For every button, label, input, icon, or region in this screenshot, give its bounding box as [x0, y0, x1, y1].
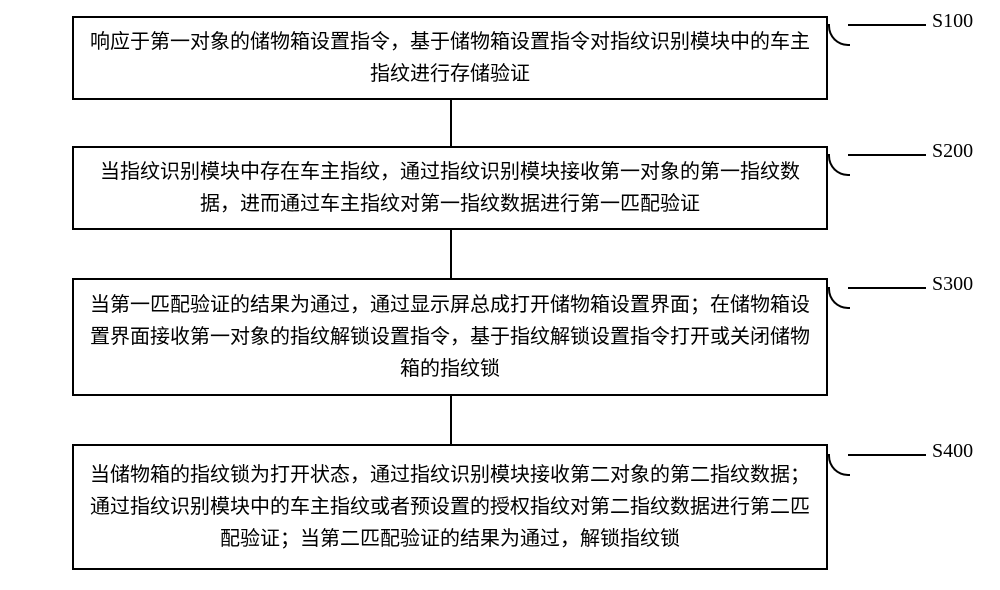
lead-curve-s400 [828, 454, 850, 476]
connector-s300-s400 [450, 396, 452, 444]
step-label-s400: S400 [932, 440, 973, 463]
step-text: 响应于第一对象的储物箱设置指令，基于储物箱设置指令对指纹识别模块中的车主指纹进行… [90, 26, 810, 90]
step-box-s200: 当指纹识别模块中存在车主指纹，通过指纹识别模块接收第一对象的第一指纹数据，进而通… [72, 146, 828, 230]
step-box-s400: 当储物箱的指纹锁为打开状态，通过指纹识别模块接收第二对象的第二指纹数据；通过指纹… [72, 444, 828, 570]
step-label-s300: S300 [932, 273, 973, 296]
flowchart-canvas: 响应于第一对象的储物箱设置指令，基于储物箱设置指令对指纹识别模块中的车主指纹进行… [0, 0, 1000, 590]
label-text: S100 [932, 10, 973, 32]
lead-curve-s300 [828, 287, 850, 309]
lead-hline-s100 [848, 24, 926, 26]
step-text: 当储物箱的指纹锁为打开状态，通过指纹识别模块接收第二对象的第二指纹数据；通过指纹… [90, 459, 810, 555]
step-label-s200: S200 [932, 140, 973, 163]
step-box-s300: 当第一匹配验证的结果为通过，通过显示屏总成打开储物箱设置界面；在储物箱设置界面接… [72, 278, 828, 396]
connector-s200-s300 [450, 230, 452, 278]
step-text: 当第一匹配验证的结果为通过，通过显示屏总成打开储物箱设置界面；在储物箱设置界面接… [90, 289, 810, 385]
step-box-s100: 响应于第一对象的储物箱设置指令，基于储物箱设置指令对指纹识别模块中的车主指纹进行… [72, 16, 828, 100]
lead-curve-s100 [828, 24, 850, 46]
label-text: S400 [932, 440, 973, 462]
label-text: S200 [932, 140, 973, 162]
lead-hline-s300 [848, 287, 926, 289]
lead-curve-s200 [828, 154, 850, 176]
label-text: S300 [932, 273, 973, 295]
lead-hline-s200 [848, 154, 926, 156]
connector-s100-s200 [450, 100, 452, 146]
step-label-s100: S100 [932, 10, 973, 33]
lead-hline-s400 [848, 454, 926, 456]
step-text: 当指纹识别模块中存在车主指纹，通过指纹识别模块接收第一对象的第一指纹数据，进而通… [90, 156, 810, 220]
